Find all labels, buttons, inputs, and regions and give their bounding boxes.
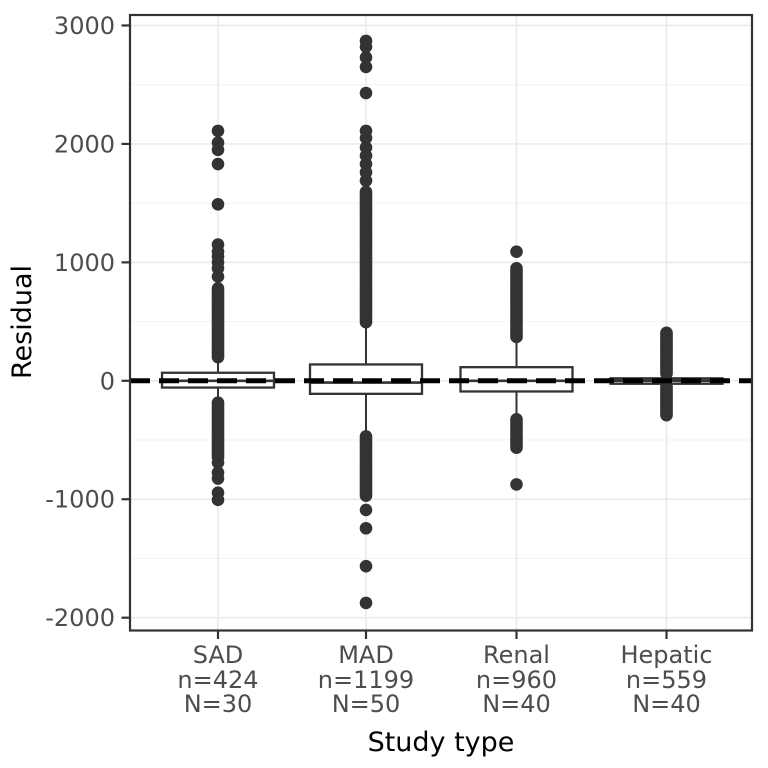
outlier-point <box>211 472 225 485</box>
outlier-point <box>359 185 373 199</box>
outlier-point <box>359 503 373 517</box>
outlier-point <box>211 136 225 150</box>
y-tick-label: 2000 <box>54 130 115 158</box>
outlier-point <box>359 86 373 100</box>
x-tick-label-n: n=559 <box>626 666 707 694</box>
x-tick-label-study: SAD <box>193 641 244 669</box>
outlier-point <box>359 34 373 48</box>
outlier-point <box>359 559 373 573</box>
outlier-point <box>359 60 373 74</box>
outlier-point <box>660 408 673 422</box>
x-tick-label-N: N=40 <box>632 690 701 718</box>
y-tick-label: 0 <box>100 367 115 395</box>
x-tick-label-N: N=50 <box>332 690 401 718</box>
panel-border-rect <box>128 13 754 632</box>
y-tick-label: -2000 <box>45 604 115 632</box>
x-tick-label-N: N=40 <box>482 690 551 718</box>
x-tick-label-study: Hepatic <box>620 641 712 669</box>
outlier-point <box>510 245 523 259</box>
y-axis-title: Residual <box>7 265 38 379</box>
outlier-point <box>211 124 225 138</box>
outlier-point <box>211 456 225 469</box>
outlier-point <box>510 441 523 455</box>
outlier-point <box>211 157 225 171</box>
x-axis: SADn=424N=30MADn=1199N=50Renaln=960N=40H… <box>177 630 713 718</box>
outlier-point <box>510 478 523 491</box>
x-tick-label-n: n=1199 <box>318 666 414 694</box>
outlier-point <box>359 124 373 138</box>
x-tick-label-n: n=424 <box>177 666 258 694</box>
outlier-point <box>359 489 373 502</box>
panel-border <box>128 13 754 632</box>
x-tick-label-study: Renal <box>483 641 550 669</box>
y-axis: 3000 2000 1000 0 -1000 -2000 <box>45 12 130 632</box>
outlier-point <box>211 493 225 507</box>
y-tick-label: 3000 <box>54 12 115 40</box>
outlier-point <box>510 261 523 275</box>
outlier-point <box>211 198 225 211</box>
y-tick-label: -1000 <box>45 486 115 514</box>
outlier-point <box>359 51 373 64</box>
boxplot-mad <box>308 322 424 432</box>
x-axis-title: Study type <box>368 727 515 758</box>
outlier-points <box>211 34 673 610</box>
outlier-point <box>359 596 373 610</box>
gridlines-minor <box>130 84 752 559</box>
x-tick-label-N: N=30 <box>184 690 253 718</box>
outlier-point <box>211 282 225 295</box>
outlier-point <box>359 141 373 154</box>
outlier-point <box>359 521 373 535</box>
y-tick-label: 1000 <box>54 249 115 277</box>
boxplots <box>160 322 724 432</box>
outlier-point <box>211 238 225 251</box>
x-tick-label-n: n=960 <box>476 666 557 694</box>
outlier-point <box>660 326 673 340</box>
x-tick-label-study: MAD <box>338 641 394 669</box>
